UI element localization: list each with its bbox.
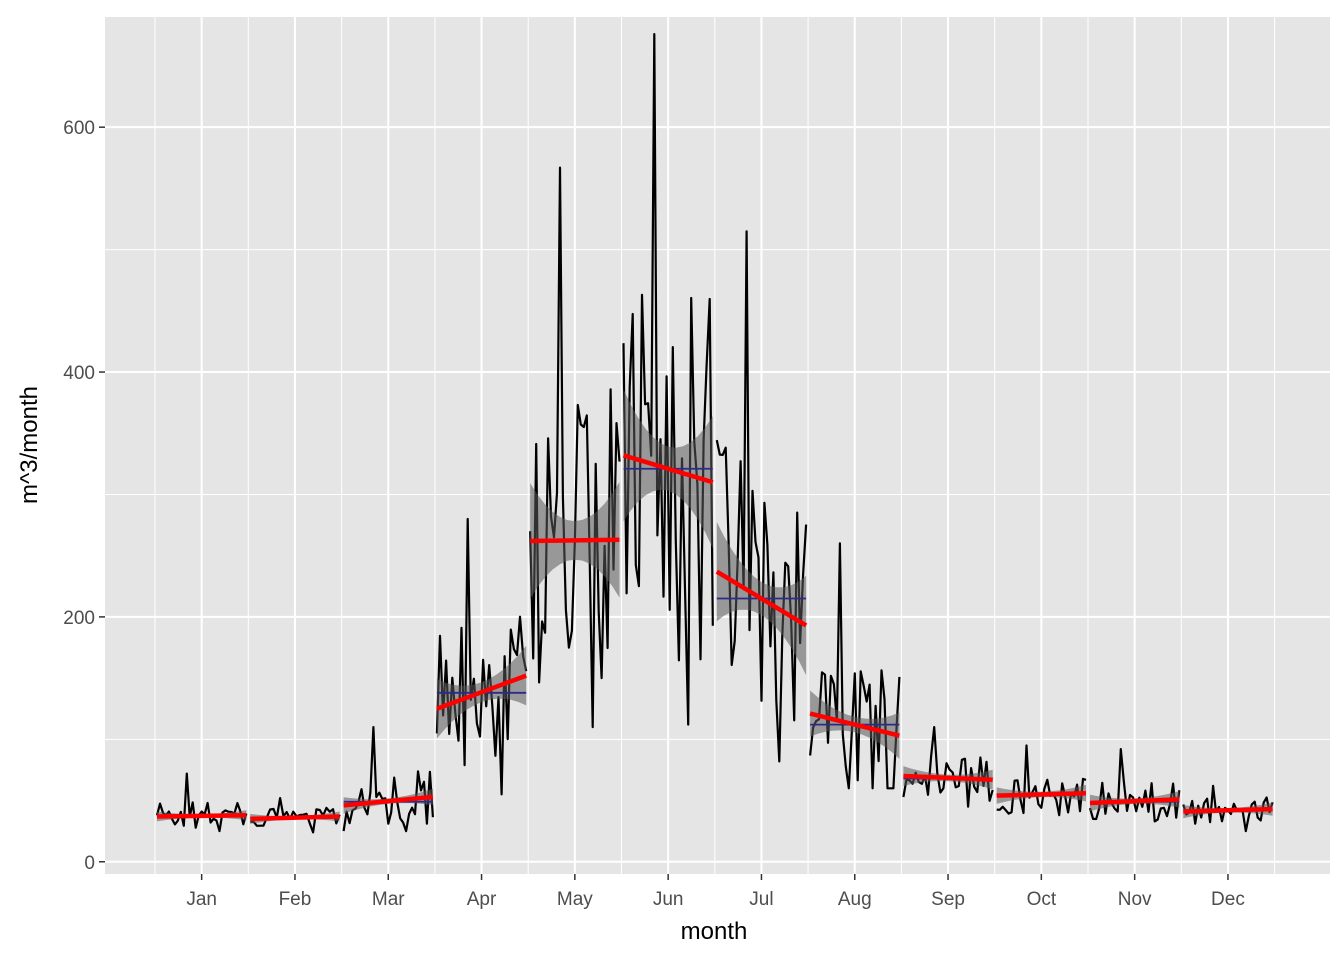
x-tick-label: Apr (467, 889, 497, 910)
x-tick-label: Jul (749, 889, 773, 910)
x-tick-label: May (557, 889, 593, 910)
x-axis: Jan Feb Mar Apr May Jun Jul Aug Sep Oct Nov Dec (186, 874, 1245, 910)
x-tick-label: Jun (653, 889, 684, 910)
trend-line-jul (715, 569, 808, 628)
y-tick-label: 600 (63, 118, 95, 139)
y-tick-label: 400 (63, 363, 95, 384)
x-tick-label: Mar (372, 889, 405, 910)
x-tick-label: Oct (1027, 889, 1057, 910)
x-tick-label: Nov (1118, 889, 1152, 910)
y-axis-title: m^3/month (16, 386, 43, 504)
trend-line-nov (1089, 797, 1180, 806)
series-line-nov (1088, 747, 1181, 823)
trend-line-dec (1183, 806, 1273, 814)
trend-line-jun (622, 453, 714, 485)
series-line-aug (809, 542, 901, 790)
trend-line-aug (809, 711, 900, 738)
trend-line-oct (996, 790, 1087, 798)
y-tick-label: 0 (84, 853, 95, 874)
x-axis-title: month (681, 918, 748, 945)
x-tick-label: Feb (279, 889, 312, 910)
trend-line-feb (250, 814, 340, 822)
y-axis: 0 200 400 600 (63, 118, 105, 874)
trend-line-sep (903, 773, 993, 782)
trend-line-mar (343, 794, 434, 808)
grid-minor (105, 17, 1330, 874)
trend-lines (156, 453, 1273, 822)
x-tick-label: Dec (1211, 889, 1245, 910)
trend-line-apr (436, 673, 527, 711)
trend-line-jan (156, 812, 247, 819)
grid-major (105, 17, 1330, 874)
x-tick-label: Aug (838, 889, 872, 910)
x-tick-label: Sep (931, 889, 965, 910)
y-tick-label: 200 (63, 608, 95, 629)
x-tick-label: Jan (186, 889, 217, 910)
trend-line-may (530, 537, 620, 544)
